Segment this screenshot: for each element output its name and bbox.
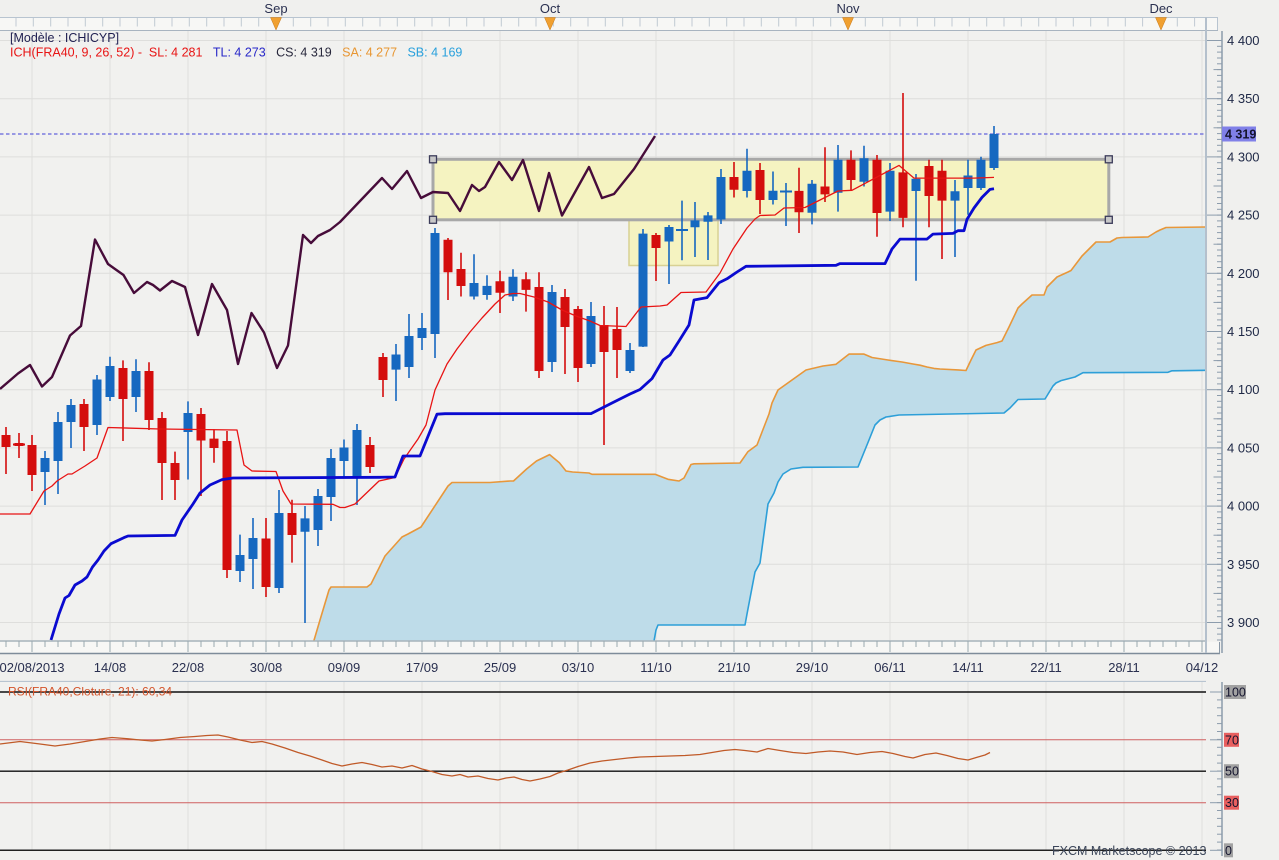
svg-text:50: 50 xyxy=(1225,765,1239,779)
svg-text:4 150: 4 150 xyxy=(1227,324,1260,339)
svg-text:11/10: 11/10 xyxy=(640,660,672,675)
svg-text:ICH(FRA40, 9, 26, 52) - SL: 4: ICH(FRA40, 9, 26, 52) - SL: 4 281 TL: 4 … xyxy=(10,46,462,60)
svg-text:4 300: 4 300 xyxy=(1227,149,1260,164)
svg-text:3 900: 3 900 xyxy=(1227,615,1260,630)
svg-text:22/08: 22/08 xyxy=(172,660,205,675)
svg-text:4 050: 4 050 xyxy=(1227,440,1260,455)
svg-text:3 950: 3 950 xyxy=(1227,557,1260,572)
svg-text:70: 70 xyxy=(1225,733,1239,747)
svg-text:FXCM Marketscope © 2013: FXCM Marketscope © 2013 xyxy=(1052,844,1206,858)
svg-text:Oct: Oct xyxy=(540,1,561,16)
svg-text:14/11: 14/11 xyxy=(952,660,984,675)
svg-text:29/10: 29/10 xyxy=(796,660,829,675)
svg-text:4 250: 4 250 xyxy=(1227,208,1260,223)
svg-text:04/12: 04/12 xyxy=(1186,660,1219,675)
svg-text:17/09: 17/09 xyxy=(406,660,439,675)
svg-text:09/09: 09/09 xyxy=(328,660,361,675)
svg-text:4 400: 4 400 xyxy=(1227,33,1260,48)
svg-text:RSI(FRA40,Cloture, 21): 60,34: RSI(FRA40,Cloture, 21): 60,34 xyxy=(8,685,172,699)
svg-text:25/09: 25/09 xyxy=(484,660,517,675)
svg-text:100: 100 xyxy=(1225,686,1246,700)
svg-text:06/11: 06/11 xyxy=(874,660,906,675)
svg-text:28/11: 28/11 xyxy=(1108,660,1140,675)
svg-text:02/08/2013: 02/08/2013 xyxy=(0,660,65,675)
svg-text:03/10: 03/10 xyxy=(562,660,595,675)
svg-text:30/08: 30/08 xyxy=(250,660,283,675)
svg-text:21/10: 21/10 xyxy=(718,660,751,675)
svg-text:4 000: 4 000 xyxy=(1227,499,1260,514)
svg-text:Nov: Nov xyxy=(836,1,860,16)
svg-text:4 200: 4 200 xyxy=(1227,266,1260,281)
svg-text:Sep: Sep xyxy=(264,1,287,16)
svg-text:Dec: Dec xyxy=(1149,1,1173,16)
svg-text:30: 30 xyxy=(1225,796,1239,810)
svg-text:4 319: 4 319 xyxy=(1225,128,1256,142)
svg-text:[Modèle : ICHICYP]: [Modèle : ICHICYP] xyxy=(10,31,119,45)
svg-text:4 350: 4 350 xyxy=(1227,91,1260,106)
svg-text:22/11: 22/11 xyxy=(1030,660,1062,675)
svg-text:4 100: 4 100 xyxy=(1227,382,1260,397)
svg-text:0: 0 xyxy=(1225,844,1232,858)
svg-text:14/08: 14/08 xyxy=(94,660,127,675)
